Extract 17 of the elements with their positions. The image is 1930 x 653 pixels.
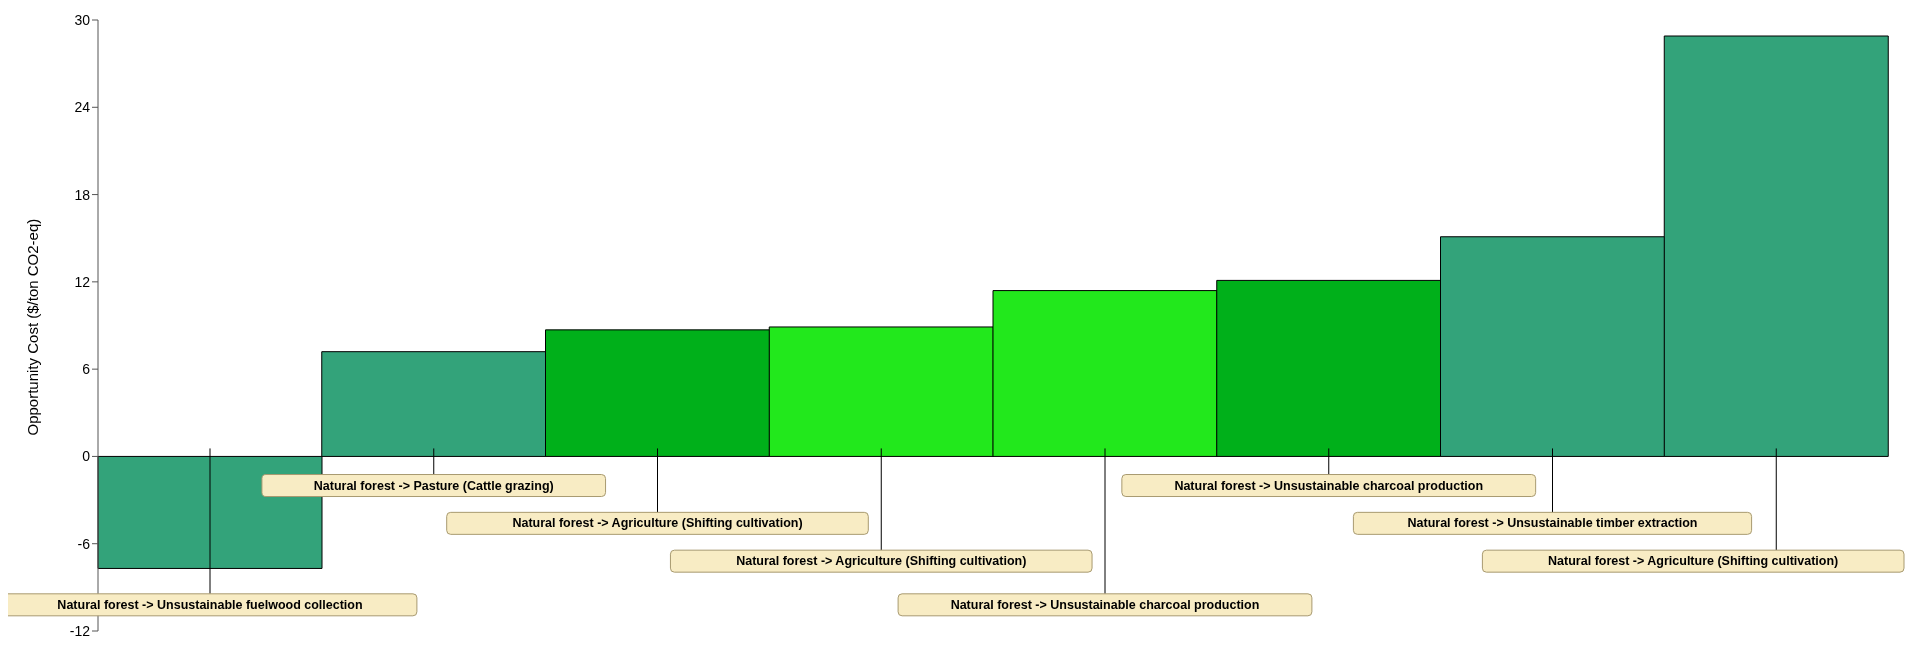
- y-tick-label: 0: [82, 448, 91, 465]
- x-tick-label: Natural forest -> Agriculture (Shifting cultivation): [512, 516, 803, 531]
- y-tick-label: 30: [74, 11, 91, 28]
- y-tick-label: 12: [74, 273, 91, 290]
- x-tick-label: Natural forest -> Agriculture (Shifting cultivation): [1548, 554, 1839, 569]
- y-tick-label: 24: [74, 99, 91, 116]
- y-tick-label: -6: [77, 535, 91, 552]
- x-tick-label: Natural forest -> Agriculture (Shifting cultivation): [736, 554, 1027, 569]
- x-tick-label: Natural forest -> Unsustainable charcoal production: [950, 597, 1260, 612]
- x-tick-label: Natural forest -> Unsustainable timber extraction: [1407, 516, 1698, 531]
- x-tick-label: Natural forest -> Unsustainable charcoal production: [1174, 478, 1484, 493]
- y-tick-label: 18: [74, 186, 91, 203]
- y-tick-label: -12: [69, 622, 91, 639]
- x-tick-label: Natural forest -> Pasture (Cattle grazing): [313, 478, 554, 493]
- x-tick-label: Natural forest -> Unsustainable fuelwood collection: [57, 597, 363, 612]
- y-tick-label: 6: [82, 361, 91, 378]
- y-axis-title: Opportunity Cost ($/ton CO2-eq): [24, 218, 42, 436]
